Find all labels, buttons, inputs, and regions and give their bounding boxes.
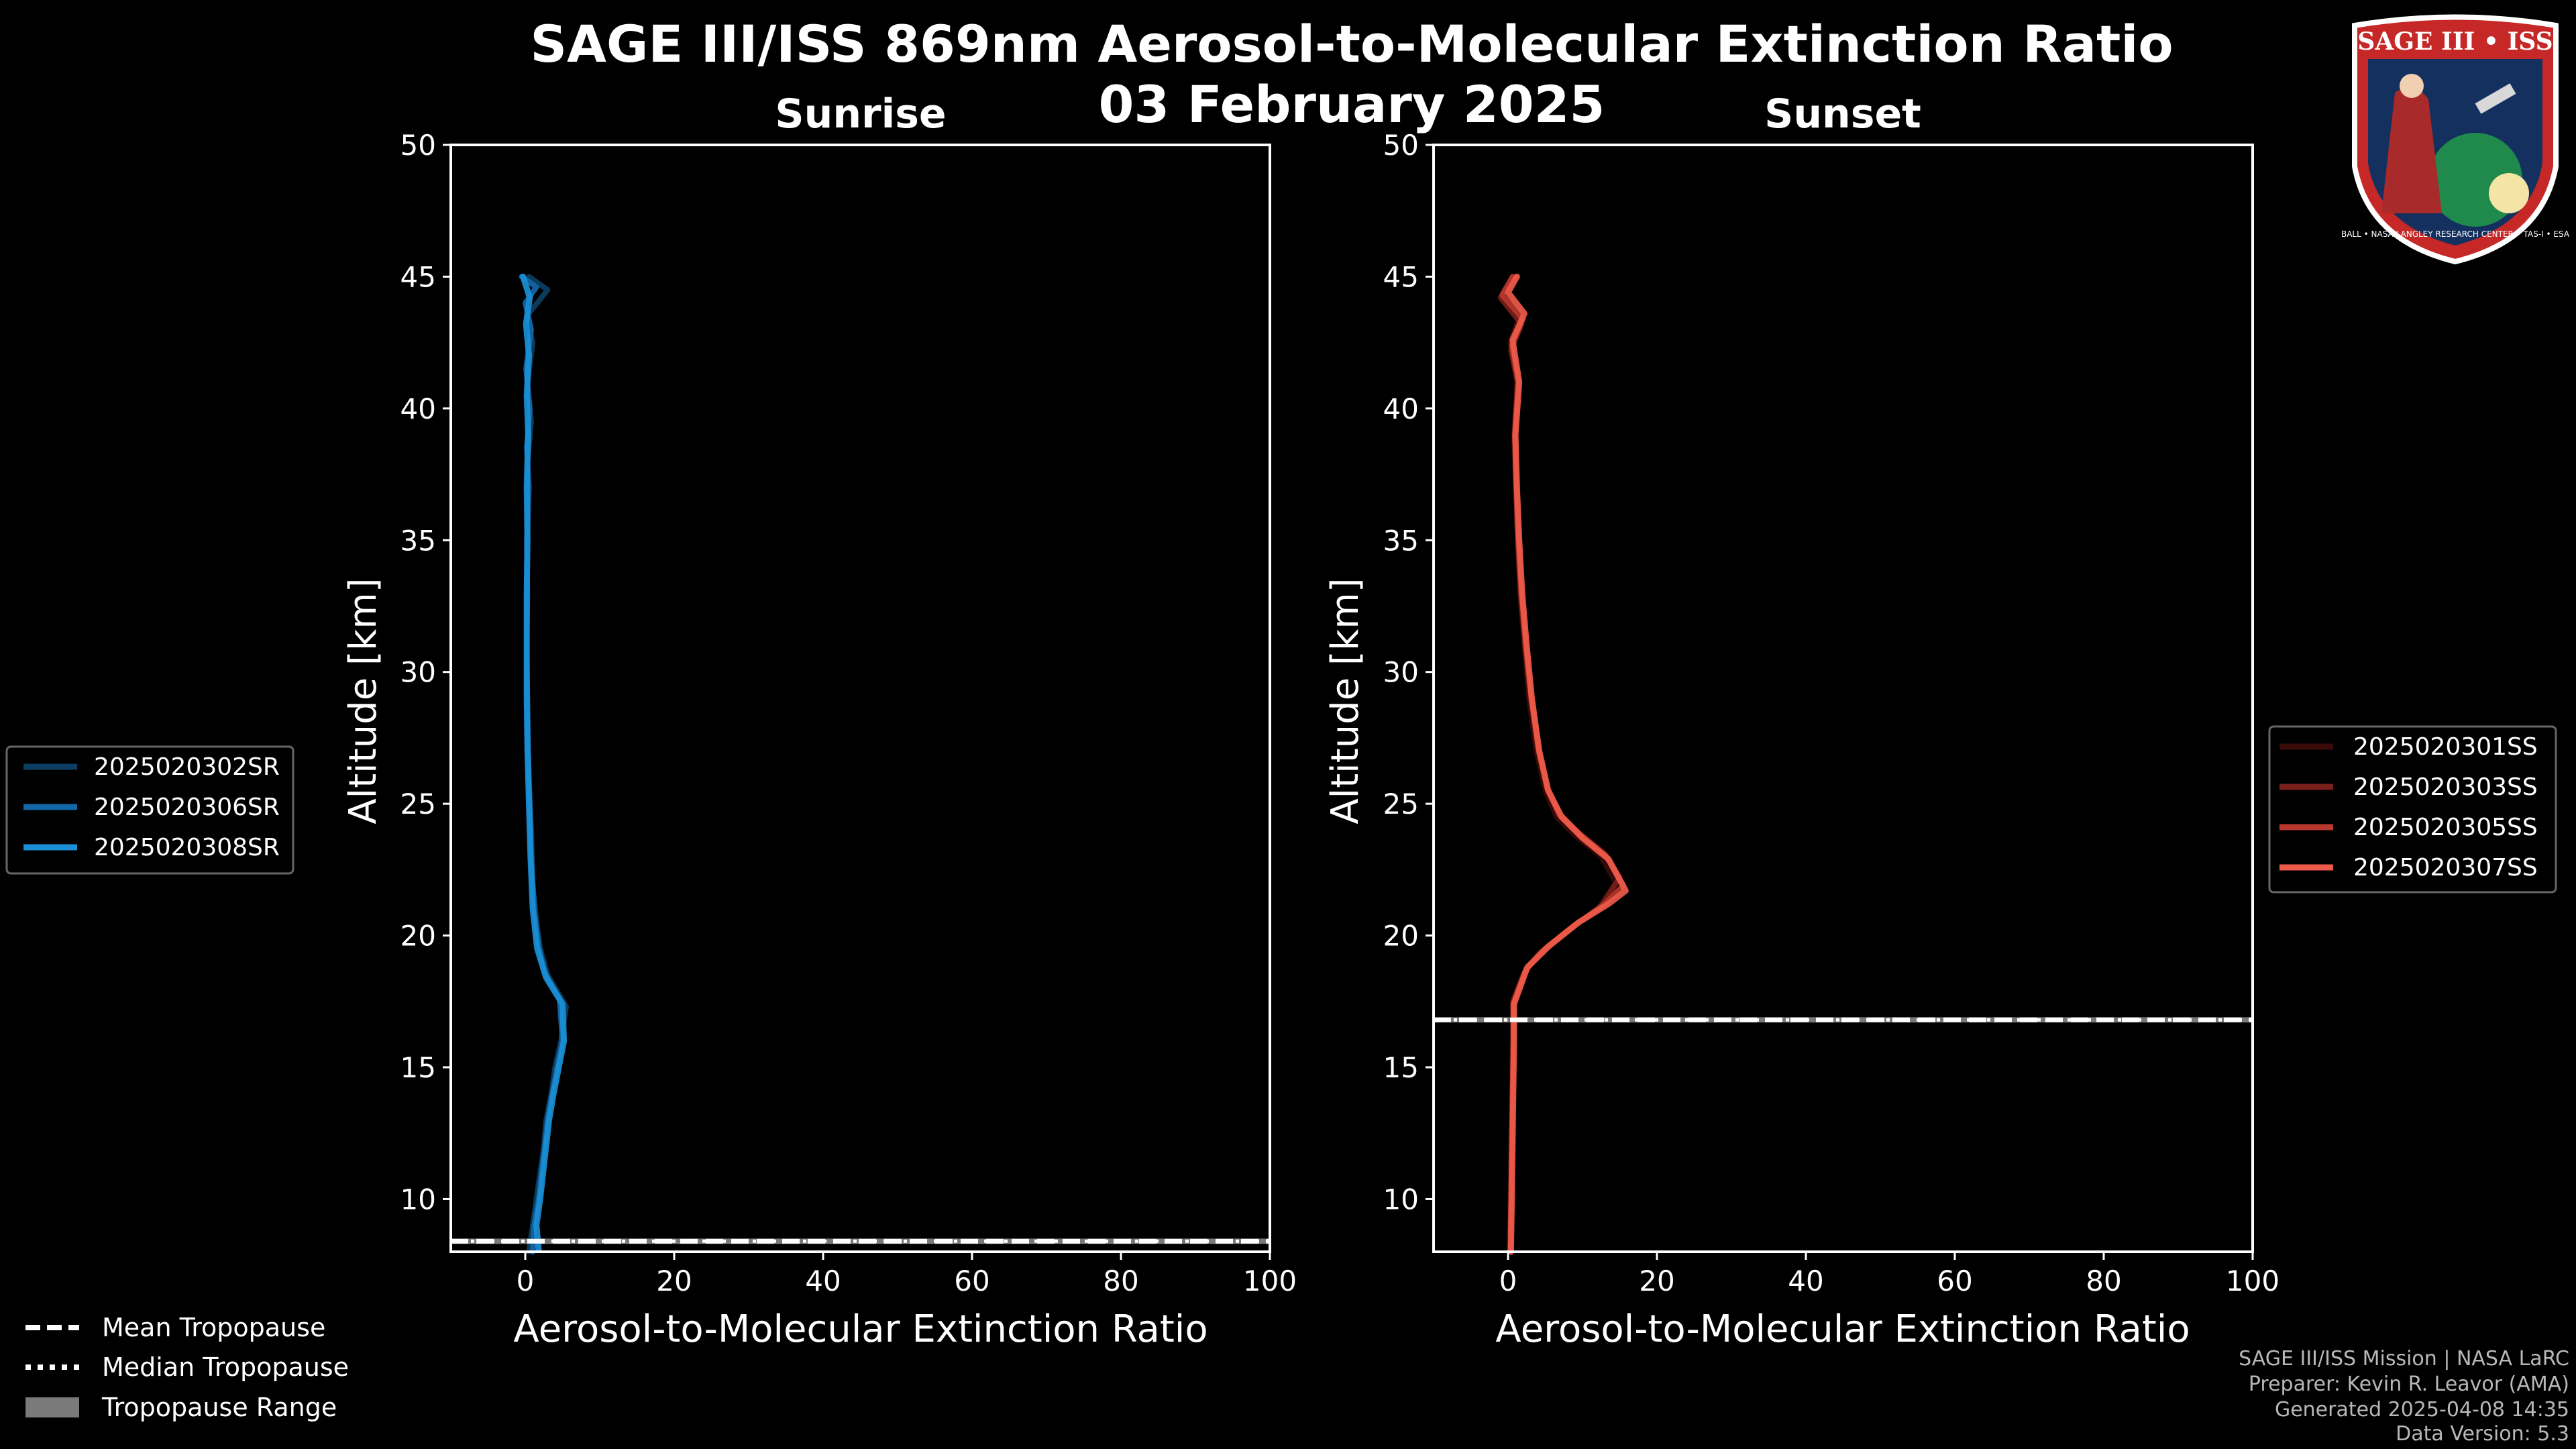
series-line-2025020307SS [1505, 273, 1629, 1255]
sunrise-panel: Sunrise 0 20 40 60 80 100 10 15 20 25 30 35 40 45 50 A… [341, 91, 1297, 1351]
sunrise-x-tick-label: 60 [954, 1265, 989, 1297]
footer-data-version: Data Version: 5.3 [2396, 1422, 2569, 1446]
sunrise-x-tick-label: 80 [1103, 1265, 1138, 1297]
sunset-x-tick-label: 20 [1639, 1265, 1674, 1297]
series-line-2025020308SR [520, 273, 568, 1252]
sunrise-y-tick-label: 50 [400, 129, 436, 162]
sunset-y-tick-label: 25 [1383, 788, 1419, 820]
sunrise-y-tick-label: 45 [400, 260, 436, 293]
logo-figure-head-icon [2400, 74, 2424, 98]
sunset-panel: Sunset 0 20 40 60 80 100 10 15 20 25 30 35 40 45 50 Ae… [1324, 91, 2279, 1351]
sunrise-x-tick-label: 20 [656, 1265, 692, 1297]
sunrise-y-tick-label: 35 [400, 524, 436, 557]
sage-mission-logo: SAGE III • ISS BALL • NASA LANGLEY RESEA… [2341, 14, 2569, 265]
sunrise-y-tick-label: 20 [400, 920, 436, 953]
sunset-x-tick-label: 100 [2226, 1265, 2279, 1297]
median-tropopause-label: Median Tropopause [102, 1352, 349, 1382]
legend-label-2025020302SR: 2025020302SR [94, 753, 280, 781]
legend-label-2025020303SS: 2025020303SS [2353, 773, 2538, 801]
sunrise-x-axis-label: Aerosol-to-Molecular Extinction Ratio [513, 1307, 1208, 1351]
sunrise-legend: 2025020302SR 2025020306SR 2025020308SR [5, 745, 294, 875]
legend-label-2025020306SR: 2025020306SR [94, 794, 280, 821]
sunset-x-axis-label: Aerosol-to-Molecular Extinction Ratio [1495, 1307, 2190, 1351]
sunrise-panel-title: Sunrise [775, 91, 946, 138]
sunset-legend: 2025020301SS 2025020303SS 2025020305SS 2… [2268, 725, 2557, 894]
sunset-y-tick-label: 35 [1383, 524, 1419, 557]
date-subtitle: 03 February 2025 [1099, 74, 1605, 134]
main-title: SAGE III/ISS 869nm Aerosol-to-Molecular … [530, 14, 2173, 74]
sunset-x-tick-label: 60 [1937, 1265, 1972, 1297]
sunset-y-tick-label: 20 [1383, 920, 1419, 953]
sunrise-y-tick-label: 25 [400, 788, 436, 820]
sunrise-y-axis-label: Altitude [km] [341, 578, 385, 824]
sunrise-plot-area: 0 20 40 60 80 100 10 15 20 25 30 35 40 45 50 [400, 129, 1297, 1297]
tropopause-range-label: Tropopause Range [101, 1393, 337, 1422]
tropopause-range-swatch [25, 1397, 79, 1417]
sunset-legend-frame [2268, 725, 2557, 894]
sunset-y-tick-label: 40 [1383, 392, 1419, 425]
sunrise-y-tick-label: 15 [400, 1051, 436, 1084]
sunset-plot-area: 0 20 40 60 80 100 10 15 20 25 30 35 40 45 50 [1383, 129, 2280, 1297]
sunrise-y-tick-label: 30 [400, 656, 436, 689]
sunset-y-tick-label: 30 [1383, 656, 1419, 689]
sunrise-x-tick-label: 40 [805, 1265, 841, 1297]
legend-label-2025020307SS: 2025020307SS [2353, 854, 2538, 881]
sunrise-x-tick-label: 0 [517, 1265, 535, 1297]
sunset-x-tick-label: 0 [1499, 1265, 1517, 1297]
mean-tropopause-label: Mean Tropopause [102, 1313, 325, 1342]
sunset-x-tick-label: 40 [1788, 1265, 1823, 1297]
sunset-plot-frame [1432, 144, 2254, 1253]
legend-label-2025020305SS: 2025020305SS [2353, 814, 2538, 841]
sunrise-plot-background [451, 145, 1270, 1252]
logo-iss-icon [2475, 83, 2516, 114]
sunset-y-axis-label: Altitude [km] [1324, 578, 1367, 824]
sunrise-y-tick-label: 10 [400, 1183, 436, 1216]
sunset-y-tick-label: 15 [1383, 1051, 1419, 1084]
sunset-y-tick-label: 50 [1383, 129, 1419, 162]
sunrise-legend-frame [5, 745, 294, 875]
logo-moon-icon [2489, 173, 2529, 213]
sunrise-x-tick-label: 100 [1243, 1265, 1297, 1297]
footer-preparer: Preparer: Kevin R. Leavor (AMA) [2248, 1373, 2569, 1396]
sunset-y-tick-label: 10 [1383, 1183, 1419, 1216]
sunrise-y-tick-label: 40 [400, 392, 436, 425]
legend-label-2025020308SR: 2025020308SR [94, 834, 280, 861]
sunrise-plot-frame [449, 144, 1271, 1253]
logo-sage-figure-icon [2381, 87, 2442, 213]
sunset-plot-background [1434, 145, 2253, 1252]
sunset-x-tick-label: 80 [2086, 1265, 2121, 1297]
legend-label-2025020301SS: 2025020301SS [2353, 733, 2538, 761]
sunset-y-tick-label: 45 [1383, 260, 1419, 293]
sunset-panel-title: Sunset [1764, 91, 1921, 138]
logo-ring-text: BALL • NASA LANGLEY RESEARCH CENTER • TA… [2341, 229, 2569, 239]
footer-generated: Generated 2025-04-08 14:35 [2274, 1398, 2569, 1421]
logo-title-text: SAGE III • ISS [2357, 28, 2553, 56]
tropopause-legend: Mean Tropopause Median Tropopause Tropop… [25, 1313, 349, 1422]
footer-mission: SAGE III/ISS Mission | NASA LaRC [2239, 1347, 2569, 1371]
